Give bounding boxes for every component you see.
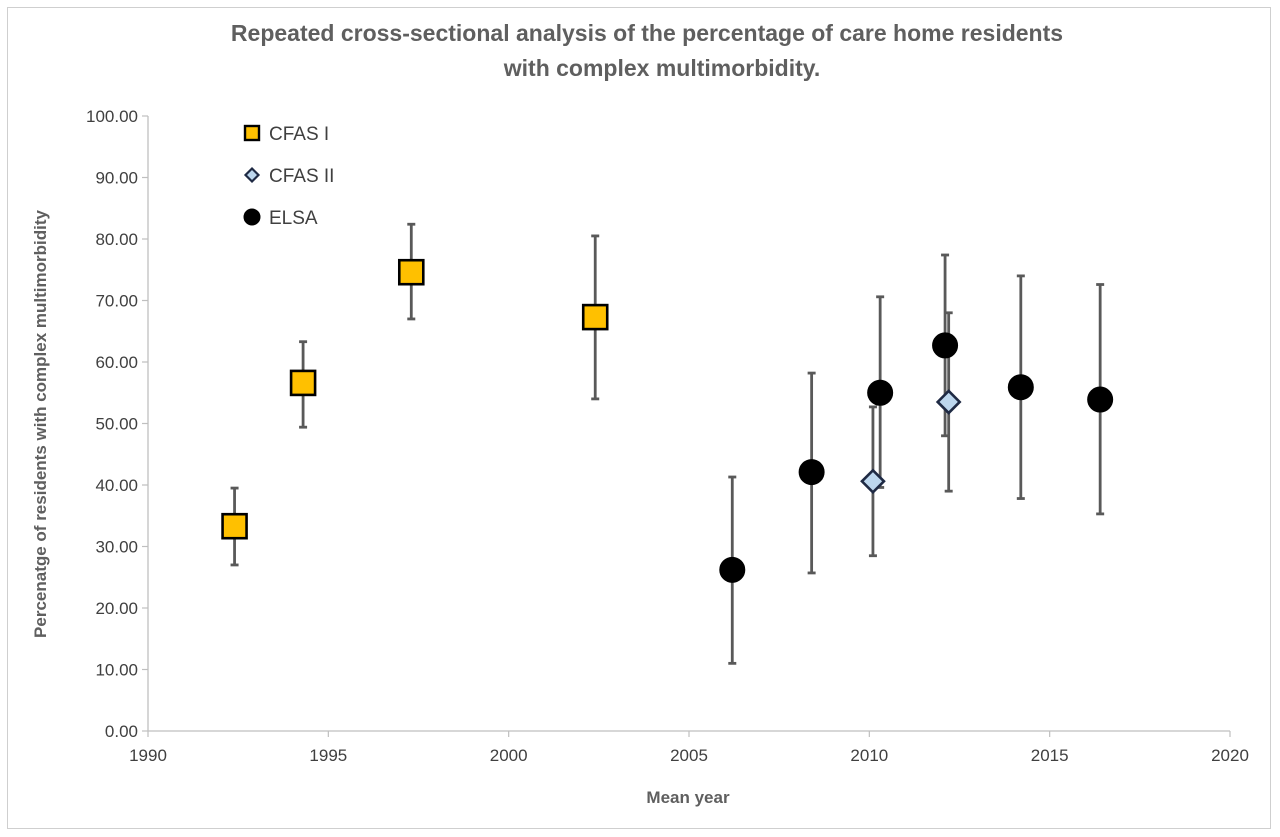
- legend-marker-cfas-i: [243, 124, 261, 142]
- legend-marker-elsa: [243, 208, 261, 226]
- x-tick-label: 1995: [309, 746, 347, 765]
- x-tick-label: 2015: [1031, 746, 1069, 765]
- y-tick-label: 20.00: [95, 599, 138, 618]
- axes-layer: 0.00 10.00 20.00 30.00 40.00 50.00 60.00 70.00 8…: [86, 107, 1249, 765]
- data-point-elsa: [867, 379, 894, 406]
- x-tick-label: 2010: [850, 746, 888, 765]
- legend-label-cfas-ii: CFAS II: [269, 166, 334, 187]
- y-tick-label: 90.00: [95, 169, 138, 188]
- y-axis-title: Percenatge of residents with complex mul…: [31, 209, 50, 637]
- y-tick-label: 50.00: [95, 415, 138, 434]
- data-point-elsa: [798, 459, 825, 486]
- data-point-elsa: [1087, 386, 1114, 413]
- data-point-cfas-i: [289, 369, 317, 397]
- data-point-elsa: [1007, 374, 1034, 401]
- y-tick-label: 30.00: [95, 538, 138, 557]
- legend-entry-cfas-i: CFAS I: [243, 124, 329, 145]
- x-tick-label: 2000: [490, 746, 528, 765]
- error-bar-layer: [230, 222, 1105, 665]
- chart-title-line-2: with complex multimorbidity.: [503, 55, 821, 81]
- legend-entry-cfas-ii: CFAS II: [243, 166, 334, 187]
- y-tick-label: 70.00: [95, 292, 138, 311]
- data-point-cfas-i: [581, 303, 609, 331]
- legend-marker-cfas-ii: [243, 166, 261, 184]
- y-tick-label: 100.00: [86, 107, 138, 126]
- data-point-cfas-i: [221, 512, 248, 540]
- y-tick-label: 0.00: [105, 722, 138, 741]
- data-point-elsa: [719, 556, 746, 583]
- x-tick-label: 2005: [670, 746, 708, 765]
- chart-title-line-1: Repeated cross-sectional analysis of the…: [231, 20, 1063, 46]
- legend-label-cfas-i: CFAS I: [269, 124, 329, 145]
- x-tick-label: 2020: [1211, 746, 1249, 765]
- y-tick-label: 40.00: [95, 476, 138, 495]
- legend: CFAS I CFAS II ELSA: [243, 124, 334, 229]
- data-point-cfas-ii: [860, 468, 886, 495]
- y-tick-label: 60.00: [95, 353, 138, 372]
- x-axis-title: Mean year: [646, 788, 730, 807]
- chart-frame: [7, 7, 1271, 829]
- data-point-cfas-ii: [935, 389, 962, 415]
- legend-entry-elsa: ELSA: [243, 208, 318, 229]
- data-point-elsa: [932, 332, 959, 359]
- marker-layer: [221, 258, 1114, 583]
- legend-label-elsa: ELSA: [269, 208, 318, 229]
- y-tick-label: 10.00: [95, 661, 138, 680]
- x-tick-label: 1990: [129, 746, 167, 765]
- data-point-cfas-i: [397, 258, 425, 286]
- y-tick-label: 80.00: [95, 230, 138, 249]
